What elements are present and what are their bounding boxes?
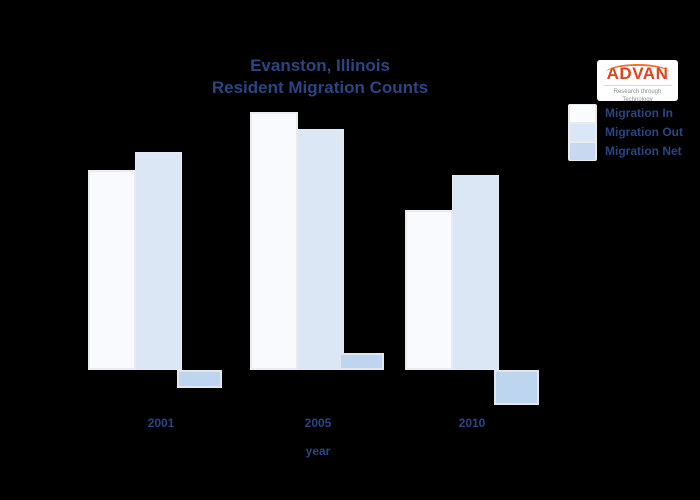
legend-swatch-migration-in bbox=[570, 105, 595, 122]
chart-title: Evanston, Illinois Resident Migration Co… bbox=[40, 55, 600, 99]
bar-migration-net-2010 bbox=[494, 370, 539, 405]
legend-swatch-strip bbox=[568, 104, 597, 161]
bar-migration-out-2001 bbox=[135, 152, 182, 370]
bar-migration-out-2005 bbox=[297, 129, 344, 370]
legend-label-migration-out: Migration Out bbox=[605, 125, 683, 139]
bar-migration-in-2001 bbox=[88, 170, 136, 370]
x-tick-2010: 2010 bbox=[458, 416, 486, 430]
advan-logo-tagline: Research through Technology bbox=[603, 85, 672, 101]
bar-migration-net-2001 bbox=[177, 370, 222, 388]
x-tick-2001: 2001 bbox=[147, 416, 175, 430]
advan-logo: ADVAN Research through Technology bbox=[597, 60, 678, 101]
bar-migration-out-2010 bbox=[452, 175, 499, 370]
bar-migration-net-2005 bbox=[339, 353, 384, 370]
bar-migration-in-2010 bbox=[405, 210, 453, 370]
x-axis-title: year bbox=[305, 444, 331, 458]
chart-title-line2: Resident Migration Counts bbox=[211, 78, 429, 97]
chart-title-line1: Evanston, Illinois bbox=[250, 56, 390, 75]
advan-logo-text: ADVAN bbox=[606, 64, 669, 83]
legend-swatch-migration-out bbox=[570, 124, 595, 141]
legend-swatch-migration-net bbox=[570, 143, 595, 160]
bar-migration-in-2005 bbox=[250, 112, 298, 370]
x-tick-2005: 2005 bbox=[304, 416, 332, 430]
legend: Migration In Migration Out Migration Net bbox=[605, 104, 695, 161]
legend-label-migration-net: Migration Net bbox=[605, 144, 682, 158]
legend-label-migration-in: Migration In bbox=[605, 106, 673, 120]
